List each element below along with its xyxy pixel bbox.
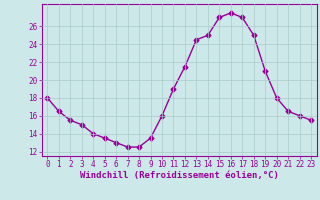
X-axis label: Windchill (Refroidissement éolien,°C): Windchill (Refroidissement éolien,°C) (80, 171, 279, 180)
